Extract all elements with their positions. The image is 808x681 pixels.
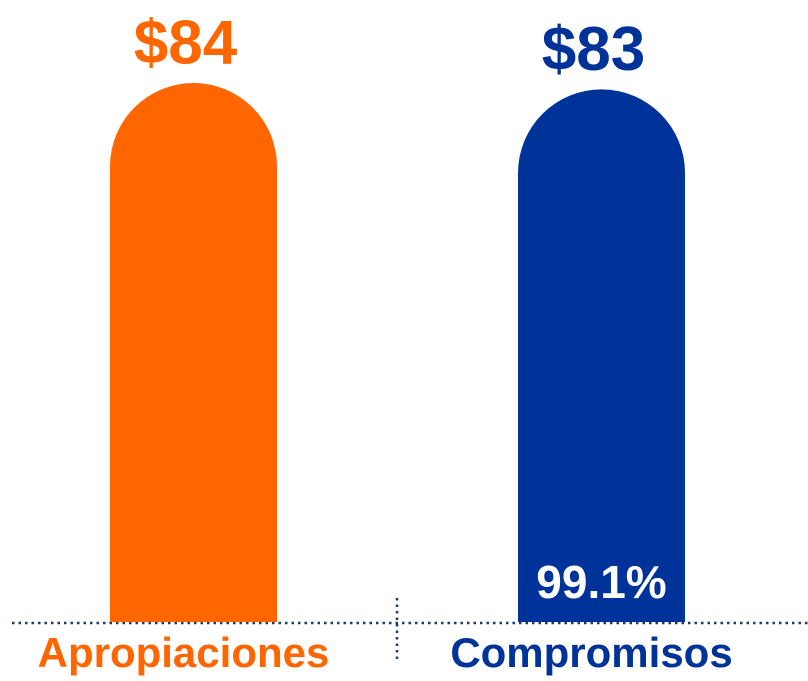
annotation: 99.1% (536, 556, 666, 608)
bar (518, 89, 685, 622)
value-label: $84 (134, 8, 238, 77)
bar (110, 83, 277, 622)
value-label: $83 (542, 15, 645, 84)
category-label: Apropiaciones (38, 629, 330, 676)
category-label: Compromisos (450, 629, 732, 676)
